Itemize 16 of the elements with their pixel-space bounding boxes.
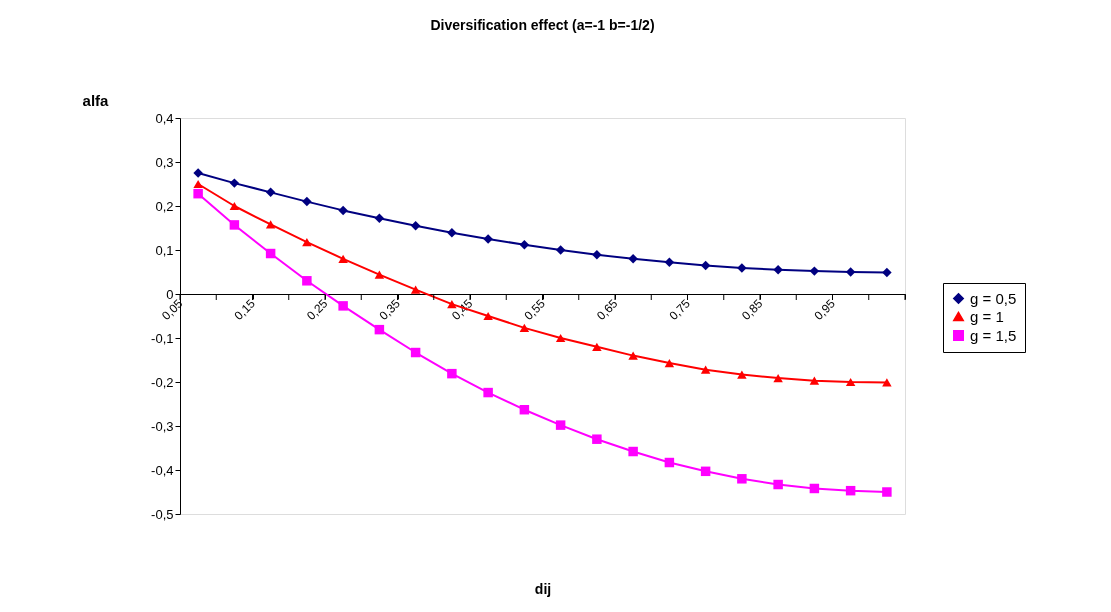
y-tick-label: 0,3 <box>155 154 174 170</box>
y-tick-label: 0,2 <box>155 198 174 214</box>
legend-label: g = 0,5 <box>970 289 1017 307</box>
y-axis-title: alfa <box>82 91 110 109</box>
legend-label: g = 1,5 <box>970 326 1017 344</box>
y-tick-label: -0,2 <box>151 374 174 390</box>
y-tick-label: -0,3 <box>151 418 174 434</box>
y-tick-label: 0 <box>166 286 174 302</box>
y-tick-label: -0,4 <box>151 462 174 478</box>
x-axis-title: dij <box>534 580 552 597</box>
y-tick-label: 0,1 <box>155 242 174 258</box>
legend-label: g = 1 <box>970 307 1004 325</box>
y-tick-label: -0,5 <box>151 506 174 522</box>
y-tick-label: 0,4 <box>155 110 174 126</box>
y-tick-label: -0,1 <box>151 330 174 346</box>
chart-title: Diversification effect (a=-1 b=-1/2) <box>430 17 655 33</box>
